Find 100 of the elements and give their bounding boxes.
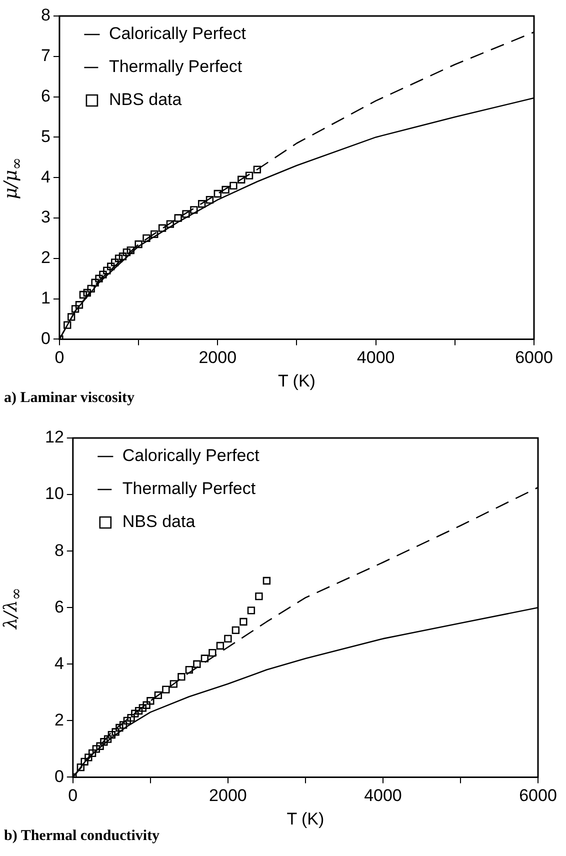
point [116, 724, 124, 732]
legend-label: NBS data [122, 512, 196, 532]
y-tick-label: 2 [54, 710, 64, 730]
point [114, 254, 123, 262]
point [146, 697, 154, 705]
point [134, 706, 143, 715]
legend-label: Thermally Perfect [122, 479, 256, 498]
point [79, 290, 88, 299]
x-tick-label: 2000 [198, 348, 237, 368]
point [110, 258, 119, 266]
point [99, 270, 107, 278]
point [71, 305, 80, 313]
point [262, 576, 271, 585]
legend-label: NBS data [108, 90, 182, 110]
y-tick-label: 3 [40, 208, 50, 227]
point [75, 301, 84, 309]
point [76, 763, 84, 772]
point [206, 196, 214, 204]
point [127, 714, 135, 722]
point [222, 186, 230, 194]
point [154, 691, 162, 700]
point [91, 278, 99, 286]
point [255, 592, 263, 600]
point [119, 721, 128, 729]
x-tick-label: 2000 [209, 786, 247, 806]
point [150, 230, 158, 238]
text: b) Thermal conductivity [4, 828, 160, 845]
point [126, 246, 134, 254]
point [108, 730, 116, 739]
point [96, 742, 104, 750]
x-axis-title: T (K) [286, 809, 324, 828]
point [253, 166, 262, 174]
y-tick-label: 6 [54, 597, 64, 616]
point [142, 701, 150, 709]
point [134, 240, 142, 248]
point [182, 210, 190, 218]
point [190, 206, 198, 214]
point [83, 288, 91, 297]
legend-label: Calorically Perfect [108, 24, 246, 44]
x-axis-title: T (K) [278, 371, 316, 390]
point [95, 274, 103, 282]
y-tick-label: 8 [54, 540, 64, 560]
point [64, 321, 72, 329]
point [107, 262, 115, 270]
point [232, 626, 240, 634]
y-tick-label: 7 [40, 46, 50, 66]
point [193, 660, 201, 668]
x-tick-label: 4000 [356, 348, 395, 368]
point [230, 182, 238, 190]
y-tick-label: 2 [40, 248, 50, 268]
point [200, 654, 209, 662]
point [122, 248, 131, 256]
y-tick-label: 1 [40, 288, 50, 308]
y-tick-label: 8 [40, 6, 50, 25]
point [166, 220, 174, 228]
point [92, 745, 100, 753]
point [224, 634, 232, 643]
point [158, 224, 166, 232]
point [84, 754, 92, 762]
point [247, 606, 256, 614]
point [104, 735, 112, 743]
y-tick-label: 0 [54, 766, 64, 786]
point [245, 172, 254, 180]
y-tick-label: 12 [44, 428, 64, 447]
point [88, 749, 96, 758]
point [100, 738, 108, 746]
point [87, 284, 95, 293]
point [178, 673, 186, 681]
point [103, 266, 111, 274]
y-tick-label: 5 [40, 126, 50, 146]
point [216, 642, 224, 650]
x-tick-label: 4000 [364, 786, 402, 806]
point [240, 618, 248, 626]
point [170, 680, 178, 688]
legend-label: Calorically Perfect [122, 446, 260, 466]
point [198, 200, 206, 208]
y-tick-label: 4 [54, 654, 64, 673]
point [208, 648, 216, 657]
point [131, 710, 139, 718]
legend-label: Thermally Perfect [108, 57, 242, 76]
y-tick-label: 10 [44, 484, 64, 504]
y-tick-label: 4 [40, 167, 50, 186]
x-tick-label: 0 [68, 786, 78, 806]
point [238, 176, 246, 184]
point [214, 190, 222, 198]
point [174, 214, 182, 222]
point [138, 704, 147, 712]
point [67, 313, 76, 321]
point [162, 686, 170, 694]
x-tick-label: 6000 [519, 786, 557, 806]
y-tick-label: 6 [40, 86, 50, 106]
point [123, 716, 131, 724]
point [112, 728, 120, 736]
x-tick-label: 6000 [515, 348, 553, 368]
point [142, 234, 150, 242]
point [80, 758, 88, 766]
point [185, 666, 194, 674]
point [118, 252, 127, 260]
y-tick-label: 0 [40, 328, 50, 348]
text: a) Laminar viscosity [4, 390, 135, 407]
